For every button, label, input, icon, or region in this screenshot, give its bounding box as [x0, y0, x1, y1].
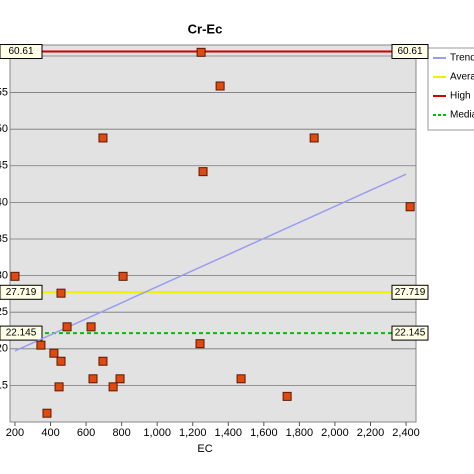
- point: [115, 374, 125, 384]
- point: [282, 391, 292, 401]
- y-tick-label: 20: [0, 343, 8, 355]
- reference-label: 27.719: [6, 287, 37, 298]
- y-tick-label: 50: [0, 123, 8, 135]
- point: [62, 322, 72, 332]
- x-axis-label: EC: [197, 443, 212, 455]
- point: [118, 271, 128, 281]
- reference-label-box: [391, 325, 429, 341]
- point: [86, 322, 96, 332]
- point: [108, 382, 118, 392]
- point: [196, 47, 206, 57]
- reference-label-box: [0, 325, 43, 341]
- y-tick-label: 15: [0, 379, 8, 391]
- point: [88, 374, 98, 384]
- trend-line: [14, 173, 407, 352]
- point: [405, 202, 415, 212]
- y-tick-label: 45: [0, 160, 8, 172]
- chart-title: Cr-Ec: [188, 21, 223, 36]
- reference-label-box: [0, 284, 43, 300]
- point: [198, 167, 208, 177]
- legend: [427, 47, 474, 131]
- y-tick-label: 40: [0, 196, 8, 208]
- point: [42, 408, 52, 418]
- point: [309, 133, 319, 143]
- point: [98, 133, 108, 143]
- x-tick-label: 2,200: [357, 427, 385, 439]
- x-tick-label: 2,400: [392, 427, 420, 439]
- reference-label: 60.61: [397, 46, 422, 57]
- legend-label: Average: [450, 72, 474, 83]
- y-tick-label: 25: [0, 306, 8, 318]
- point: [54, 382, 64, 392]
- reference-label: 60.61: [8, 46, 33, 57]
- reference-label: 27.719: [395, 287, 426, 298]
- y-tick-label: 55: [0, 86, 8, 98]
- y-tick-label: 30: [0, 269, 8, 281]
- reference-label-box: [391, 44, 429, 60]
- point: [236, 374, 246, 384]
- legend-label: High: [450, 91, 471, 102]
- point: [98, 356, 108, 366]
- x-tick-label: 1,000: [143, 427, 171, 439]
- point: [56, 288, 66, 298]
- reference-label-box: [0, 44, 43, 60]
- y-tick-label: 35: [0, 233, 8, 245]
- point: [215, 81, 225, 91]
- point: [36, 340, 46, 350]
- point: [56, 356, 66, 366]
- plot-area: [9, 44, 417, 423]
- legend-label: Trend: [450, 53, 474, 64]
- x-tick-label: 600: [77, 427, 95, 439]
- x-tick-label: 400: [41, 427, 59, 439]
- x-tick-label: 1,800: [286, 427, 314, 439]
- x-tick-label: 1,600: [250, 427, 278, 439]
- point: [10, 271, 20, 281]
- x-tick-label: 2,000: [321, 427, 349, 439]
- x-tick-label: 1,400: [215, 427, 243, 439]
- x-tick-label: 1,200: [179, 427, 207, 439]
- legend-label: Median: [450, 110, 474, 121]
- reference-label: 22.145: [6, 328, 37, 339]
- point: [195, 339, 205, 349]
- reference-label: 22.145: [395, 328, 426, 339]
- x-tick-label: 200: [6, 427, 24, 439]
- x-tick-label: 800: [112, 427, 130, 439]
- point: [49, 348, 59, 358]
- reference-label-box: [391, 284, 429, 300]
